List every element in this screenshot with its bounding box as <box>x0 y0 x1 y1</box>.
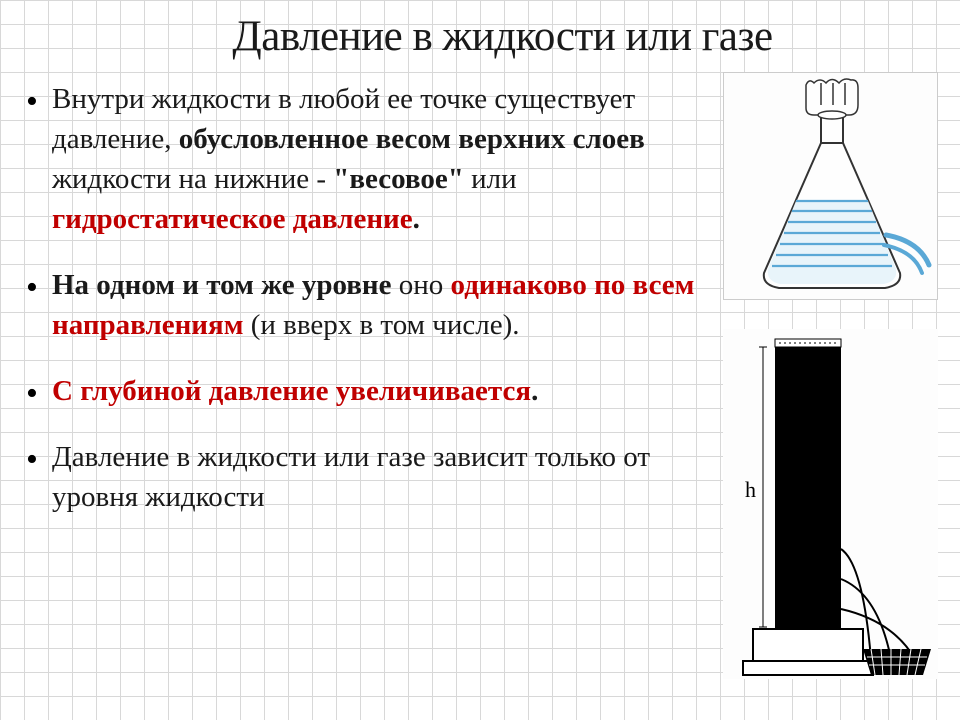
text-segment: гидростатическое давление <box>52 203 413 235</box>
hand-icon <box>806 79 858 115</box>
text-segment: На одном и том же уровне <box>52 269 392 301</box>
text-segment: С глубиной давление увеличивается <box>52 375 531 407</box>
text-segment: жидкости на нижние - <box>52 163 333 195</box>
text-segment: оно <box>392 269 451 301</box>
flask-illustration <box>723 72 938 300</box>
text-segment: "весовое" <box>333 163 464 195</box>
bullet-item: На одном и том же уровне оно одинаково п… <box>18 265 698 345</box>
basket-icon <box>863 649 931 675</box>
text-segment: . <box>413 203 420 235</box>
content-row: Внутри жидкости в любой ее точке существ… <box>0 61 960 543</box>
bullet-item: Внутри жидкости в любой ее точке существ… <box>18 79 698 239</box>
text-segment: Давление в жидкости или газе зависит тол… <box>52 441 650 513</box>
height-label: h <box>745 477 756 502</box>
bullet-item: Давление в жидкости или газе зависит тол… <box>18 437 698 517</box>
text-segment: (и вверх в том числе). <box>243 309 519 341</box>
page-title: Давление в жидкости или газе <box>0 0 960 61</box>
bullet-item: С глубиной давление увеличивается. <box>18 371 698 411</box>
text-column: Внутри жидкости в любой ее точке существ… <box>18 79 698 543</box>
image-column: h <box>698 79 953 543</box>
text-segment: обусловленное весом верхних слоев <box>179 123 645 155</box>
bullet-list: Внутри жидкости в любой ее точке существ… <box>18 79 698 517</box>
text-segment: . <box>531 375 538 407</box>
text-segment: или <box>464 163 517 195</box>
water-column-illustration: h <box>723 329 938 679</box>
